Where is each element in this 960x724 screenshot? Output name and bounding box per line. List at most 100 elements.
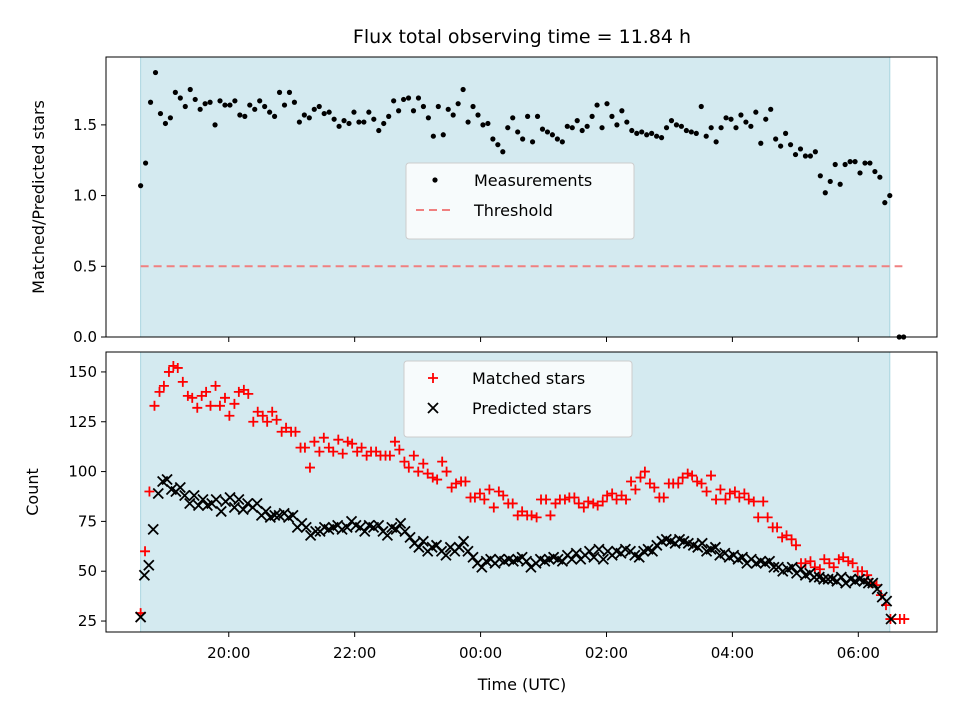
- series-matched-stars: [135, 360, 910, 625]
- data-point: [827, 178, 833, 185]
- data-point: [276, 89, 283, 95]
- data-point: [147, 99, 154, 105]
- data-point: [143, 559, 155, 571]
- data-point: [321, 110, 327, 117]
- data-point: [531, 512, 542, 523]
- y-tick-label: 100: [68, 463, 97, 481]
- y-tick-label: 125: [68, 413, 97, 431]
- data-point: [177, 95, 183, 101]
- data-point: [381, 529, 394, 541]
- data-point: [172, 89, 178, 95]
- data-point: [733, 125, 739, 131]
- data-point: [232, 98, 238, 104]
- y-tick-label: 75: [78, 512, 97, 530]
- data-point: [639, 129, 645, 135]
- data-point: [644, 132, 650, 138]
- data-point: [192, 499, 205, 512]
- data-point: [773, 136, 779, 142]
- x-tick-label: 20:00: [207, 644, 250, 662]
- data-point: [310, 525, 322, 537]
- data-point: [678, 123, 685, 129]
- data-point: [242, 113, 248, 119]
- data-point: [611, 494, 622, 505]
- data-point: [467, 551, 479, 563]
- data-point: [738, 112, 744, 118]
- data-point: [683, 127, 689, 134]
- data-point: [251, 497, 263, 510]
- data-point: [828, 562, 839, 573]
- data-point: [822, 573, 834, 585]
- data-point: [237, 503, 249, 516]
- data-point: [351, 109, 357, 115]
- data-point: [713, 139, 719, 145]
- data-point: [281, 422, 292, 433]
- data-point: [341, 118, 347, 124]
- data-point: [384, 450, 395, 461]
- data-point: [479, 494, 490, 505]
- data-point: [311, 106, 317, 112]
- data-point: [832, 161, 838, 168]
- data-point: [144, 486, 155, 497]
- data-point: [517, 506, 528, 517]
- x-tick-label: 00:00: [459, 644, 502, 662]
- series-measurements: [138, 69, 907, 340]
- data-point: [534, 113, 541, 119]
- data-point: [880, 595, 893, 607]
- data-point: [711, 494, 722, 505]
- data-point: [867, 577, 879, 589]
- data-point: [579, 127, 585, 134]
- data-point: [290, 426, 301, 437]
- data-point: [465, 119, 471, 125]
- data-point: [341, 521, 353, 534]
- data-point: [271, 113, 278, 119]
- data-point: [403, 462, 414, 473]
- data-point: [837, 181, 843, 187]
- data-point: [862, 160, 868, 166]
- data-point: [224, 410, 235, 421]
- data-point: [673, 478, 684, 489]
- data-point: [762, 512, 773, 523]
- data-point: [372, 519, 385, 532]
- data-point: [296, 119, 302, 125]
- data-point: [267, 406, 278, 417]
- data-point: [564, 123, 570, 129]
- data-point: [328, 446, 339, 457]
- data-point: [539, 126, 546, 132]
- data-point: [781, 530, 792, 541]
- data-point: [184, 497, 196, 510]
- data-point: [286, 89, 293, 95]
- data-point: [569, 492, 580, 503]
- data-point: [602, 490, 613, 501]
- data-point: [227, 102, 233, 108]
- data-point: [460, 476, 471, 487]
- data-point: [570, 547, 582, 559]
- data-point: [867, 160, 873, 166]
- data-point: [634, 130, 640, 136]
- data-point: [179, 489, 191, 502]
- data-point: [326, 109, 332, 115]
- data-point: [872, 168, 878, 175]
- data-point: [507, 498, 518, 509]
- data-point: [415, 95, 422, 101]
- data-point: [404, 531, 416, 543]
- data-point: [559, 494, 570, 505]
- data-point: [515, 129, 521, 135]
- data-point: [488, 502, 499, 513]
- data-point: [460, 86, 466, 93]
- data-point: [394, 444, 405, 455]
- data-point: [336, 123, 342, 129]
- data-point: [361, 119, 367, 125]
- data-point: [633, 551, 645, 563]
- data-point: [589, 113, 595, 119]
- data-point: [138, 569, 151, 581]
- data-point: [629, 127, 635, 134]
- data-point: [673, 122, 680, 128]
- data-point: [391, 98, 397, 104]
- data-point: [592, 500, 603, 511]
- data-point: [593, 543, 605, 555]
- data-point: [635, 472, 646, 483]
- y-tick-label: 0.5: [73, 257, 97, 275]
- legend-swatch: [427, 402, 439, 414]
- data-point: [337, 448, 348, 459]
- data-point: [709, 541, 722, 553]
